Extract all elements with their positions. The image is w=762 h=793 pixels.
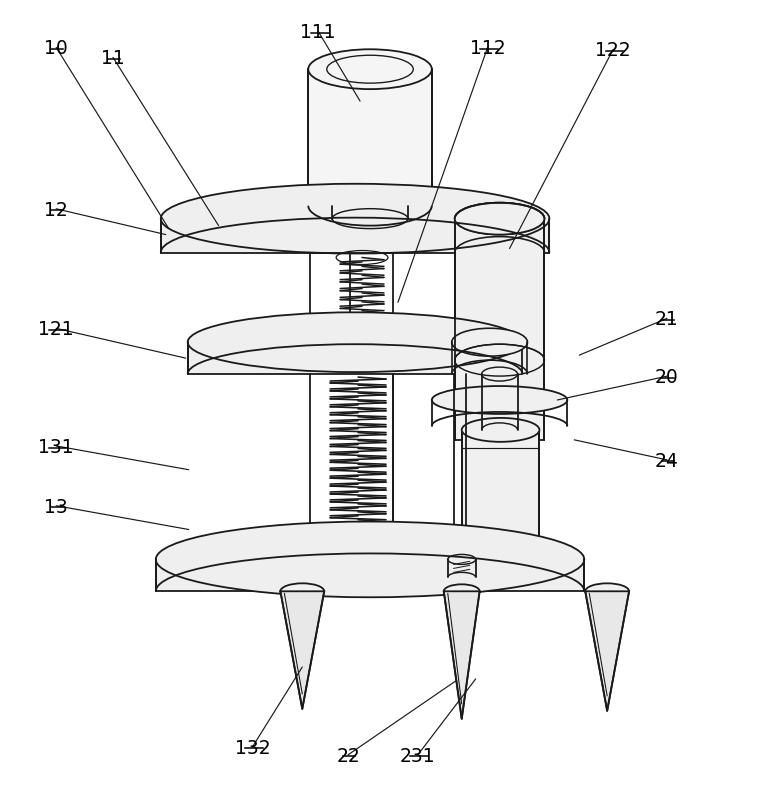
Ellipse shape <box>280 584 324 600</box>
Ellipse shape <box>187 312 523 372</box>
Text: 112: 112 <box>470 40 505 59</box>
Ellipse shape <box>455 203 544 235</box>
Text: 24: 24 <box>655 452 679 471</box>
Polygon shape <box>309 69 432 205</box>
Text: 13: 13 <box>44 498 68 516</box>
Ellipse shape <box>432 386 568 414</box>
Ellipse shape <box>585 584 629 600</box>
Ellipse shape <box>155 522 584 597</box>
Text: 132: 132 <box>235 739 271 758</box>
Polygon shape <box>443 592 479 718</box>
Text: 22: 22 <box>336 747 360 766</box>
Ellipse shape <box>452 328 527 356</box>
Polygon shape <box>155 559 584 592</box>
Text: 12: 12 <box>44 201 68 220</box>
Text: 111: 111 <box>300 23 336 42</box>
Ellipse shape <box>309 49 432 89</box>
Polygon shape <box>585 592 629 711</box>
Ellipse shape <box>443 584 479 598</box>
Text: 122: 122 <box>595 41 631 60</box>
Text: 231: 231 <box>400 747 436 766</box>
Ellipse shape <box>161 184 549 254</box>
Polygon shape <box>280 592 324 709</box>
Text: 131: 131 <box>38 438 74 457</box>
Polygon shape <box>187 343 523 374</box>
Polygon shape <box>462 430 539 559</box>
Text: 11: 11 <box>101 49 125 68</box>
Text: 20: 20 <box>655 368 679 387</box>
Text: 121: 121 <box>38 320 74 339</box>
Text: 21: 21 <box>655 310 679 329</box>
Ellipse shape <box>462 418 539 442</box>
Polygon shape <box>455 219 544 440</box>
Ellipse shape <box>455 203 544 235</box>
Polygon shape <box>161 219 549 252</box>
Text: 10: 10 <box>44 40 68 59</box>
